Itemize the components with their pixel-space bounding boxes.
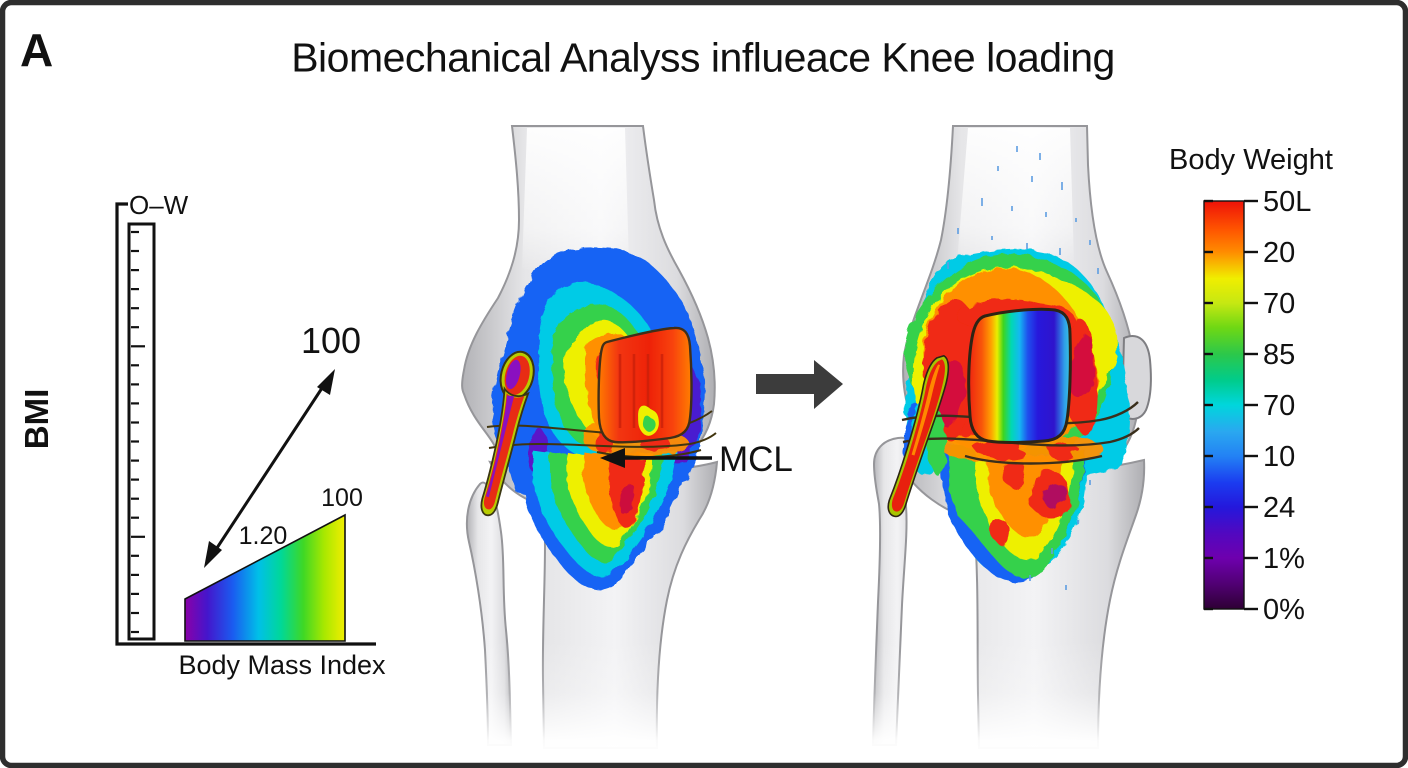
svg-text:Biomechanical Analyss influeac: Biomechanical Analyss influeace Knee loa…: [291, 35, 1115, 81]
svg-text:50L: 50L: [1263, 186, 1311, 218]
svg-text:85: 85: [1263, 339, 1295, 371]
svg-text:1%: 1%: [1263, 543, 1305, 575]
svg-text:70: 70: [1263, 288, 1295, 320]
svg-text:10: 10: [1263, 441, 1295, 473]
svg-text:BMI: BMI: [18, 389, 55, 450]
svg-text:MCL: MCL: [719, 440, 793, 479]
svg-text:Body Mass Index: Body Mass Index: [178, 650, 386, 680]
svg-text:O–W: O–W: [129, 190, 189, 220]
svg-text:0%: 0%: [1263, 594, 1305, 626]
svg-text:100: 100: [321, 484, 363, 512]
svg-text:Body Weight: Body Weight: [1169, 144, 1333, 176]
svg-text:70: 70: [1263, 390, 1295, 422]
svg-text:20: 20: [1263, 237, 1295, 269]
svg-text:1.20: 1.20: [239, 522, 288, 550]
svg-text:100: 100: [301, 320, 361, 361]
svg-text:24: 24: [1263, 492, 1295, 524]
svg-text:A: A: [20, 24, 53, 76]
